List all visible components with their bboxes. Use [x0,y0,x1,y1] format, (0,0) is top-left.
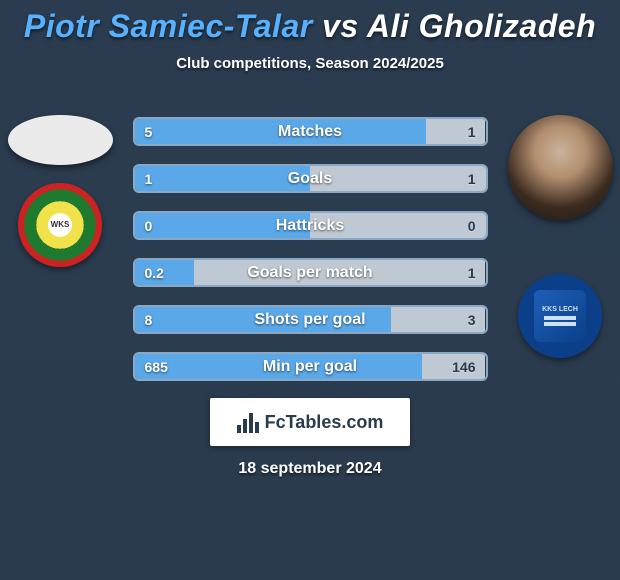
player2-avatar [508,115,613,220]
date: 18 september 2024 [20,460,600,478]
stat-value-player1: 0.2 [135,260,195,285]
stat-value-player1: 685 [135,354,423,379]
crest-label: WKS [48,220,73,231]
subtitle: Club competitions, Season 2024/2025 [20,55,600,72]
player1-column: WKS [5,115,115,267]
player1-club-crest: WKS [18,183,102,267]
stat-row: 11Goals [133,164,488,193]
stat-row: 51Matches [133,117,488,146]
stat-value-player1: 8 [135,307,391,332]
stat-value-player2: 3 [391,307,486,332]
stat-row: 685146Min per goal [133,352,488,381]
title-player2: Ali Gholizadeh [367,8,596,44]
player2-column: KKS LECH [505,115,615,358]
stat-row: 00Hattricks [133,211,488,240]
player2-club-crest: KKS LECH [518,274,602,358]
title-player1: Piotr Samiec-Talar [24,8,313,44]
stat-value-player2: 0 [310,213,486,238]
stat-value-player1: 5 [135,119,426,144]
comparison-bars: 51Matches 11Goals 00Hattricks 0.21Goals per… [133,117,488,381]
attribution-badge[interactable]: FcTables.com [210,398,410,446]
stat-row: 0.21Goals per match [133,258,488,287]
attribution-text: FcTables.com [265,412,384,433]
stat-value-player1: 0 [135,213,311,238]
stat-value-player2: 146 [422,354,485,379]
stat-value-player2: 1 [194,260,485,285]
stat-value-player2: 1 [310,166,486,191]
comparison-card: Piotr Samiec-Talar vs Ali Gholizadeh Clu… [0,0,620,580]
page-title: Piotr Samiec-Talar vs Ali Gholizadeh [20,8,600,45]
fctables-logo-icon [237,411,259,433]
stat-row: 83Shots per goal [133,305,488,334]
crest-label: KKS LECH [542,306,578,314]
player1-avatar [8,115,113,165]
stat-value-player2: 1 [426,119,486,144]
title-vs: vs [313,8,367,44]
stat-value-player1: 1 [135,166,311,191]
